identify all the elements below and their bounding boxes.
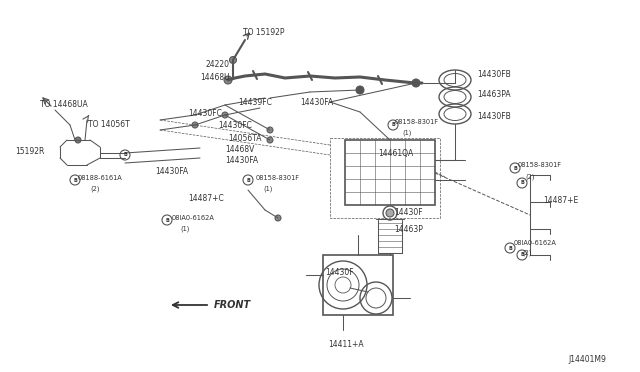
Text: 14430FA: 14430FA xyxy=(155,167,188,176)
Text: TO 14056T: TO 14056T xyxy=(88,120,130,129)
Text: 14468V: 14468V xyxy=(225,145,254,154)
Circle shape xyxy=(386,209,394,217)
Text: 14430FB: 14430FB xyxy=(477,70,511,79)
Circle shape xyxy=(267,127,273,133)
Text: 08IA0-6162A: 08IA0-6162A xyxy=(172,215,215,221)
Text: (1): (1) xyxy=(402,130,412,137)
Text: 14430F: 14430F xyxy=(394,208,422,217)
Text: 14468U: 14468U xyxy=(200,73,230,82)
Text: 14430FA: 14430FA xyxy=(300,98,333,107)
Text: 14463P: 14463P xyxy=(394,225,423,234)
Text: 14439FC: 14439FC xyxy=(238,98,272,107)
Text: 14411+A: 14411+A xyxy=(328,340,364,349)
Circle shape xyxy=(192,122,198,128)
Text: 14487+C: 14487+C xyxy=(188,194,224,203)
Bar xyxy=(323,255,393,315)
Text: 14430FC: 14430FC xyxy=(188,109,222,118)
Circle shape xyxy=(275,215,281,221)
Text: 14430F: 14430F xyxy=(325,268,354,277)
Text: 08158-8301F: 08158-8301F xyxy=(518,162,562,168)
Circle shape xyxy=(75,137,81,143)
Circle shape xyxy=(267,137,273,143)
Circle shape xyxy=(412,79,420,87)
Text: 08188-6161A: 08188-6161A xyxy=(78,175,123,181)
Circle shape xyxy=(356,86,364,94)
Text: B: B xyxy=(391,122,395,128)
Circle shape xyxy=(222,112,228,118)
Text: 14463PA: 14463PA xyxy=(477,90,511,99)
Text: B: B xyxy=(508,246,512,250)
Text: B: B xyxy=(246,177,250,183)
Text: (2): (2) xyxy=(525,173,534,180)
Circle shape xyxy=(230,57,237,64)
Text: B: B xyxy=(520,180,524,186)
Text: 14487+E: 14487+E xyxy=(543,196,579,205)
Text: 08158-8301F: 08158-8301F xyxy=(395,119,439,125)
Text: 08158-8301F: 08158-8301F xyxy=(256,175,300,181)
Text: 14461QA: 14461QA xyxy=(378,149,413,158)
Text: 14430FB: 14430FB xyxy=(477,112,511,121)
Text: TO 15192P: TO 15192P xyxy=(243,28,285,37)
Text: (1): (1) xyxy=(180,225,189,231)
Text: B: B xyxy=(513,166,517,170)
Bar xyxy=(345,140,435,205)
Text: FRONT: FRONT xyxy=(214,300,251,310)
Text: B: B xyxy=(123,153,127,157)
Text: 14430FA: 14430FA xyxy=(225,156,258,165)
Text: 15192R: 15192R xyxy=(15,147,44,156)
Text: (1): (1) xyxy=(263,185,273,192)
Text: (2): (2) xyxy=(522,250,531,257)
Text: B: B xyxy=(520,253,524,257)
Text: 24220: 24220 xyxy=(205,60,229,69)
Text: 14056TA: 14056TA xyxy=(228,134,262,143)
Text: B: B xyxy=(73,177,77,183)
Text: (2): (2) xyxy=(90,185,99,192)
Text: J14401M9: J14401M9 xyxy=(568,355,606,364)
Text: TO 14468UA: TO 14468UA xyxy=(40,100,88,109)
Text: B: B xyxy=(165,218,169,222)
Text: 08IA0-6162A: 08IA0-6162A xyxy=(514,240,557,246)
Circle shape xyxy=(224,76,232,84)
Text: 14430FC: 14430FC xyxy=(218,121,252,130)
